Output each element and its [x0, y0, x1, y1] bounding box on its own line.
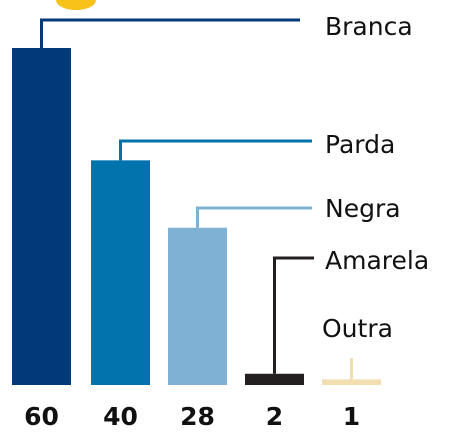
category-label: Branca — [325, 12, 413, 41]
bar — [91, 160, 150, 385]
bar — [245, 373, 304, 385]
bar — [12, 48, 71, 385]
value-label: 1 — [343, 402, 360, 431]
category-label: Amarela — [325, 246, 429, 275]
leader-line — [40, 18, 300, 48]
value-label: 60 — [24, 402, 59, 431]
value-label: 40 — [103, 402, 138, 431]
category-label: Parda — [325, 130, 395, 159]
category-label: Outra — [322, 314, 393, 343]
decor-icon — [56, 0, 96, 10]
leader-line — [119, 139, 312, 161]
category-label: Negra — [325, 194, 401, 223]
leader-line — [273, 256, 314, 374]
leader-line — [196, 206, 312, 228]
bar — [168, 227, 227, 385]
value-label: 28 — [180, 402, 215, 431]
value-label: 2 — [266, 402, 283, 431]
bar — [322, 379, 381, 385]
